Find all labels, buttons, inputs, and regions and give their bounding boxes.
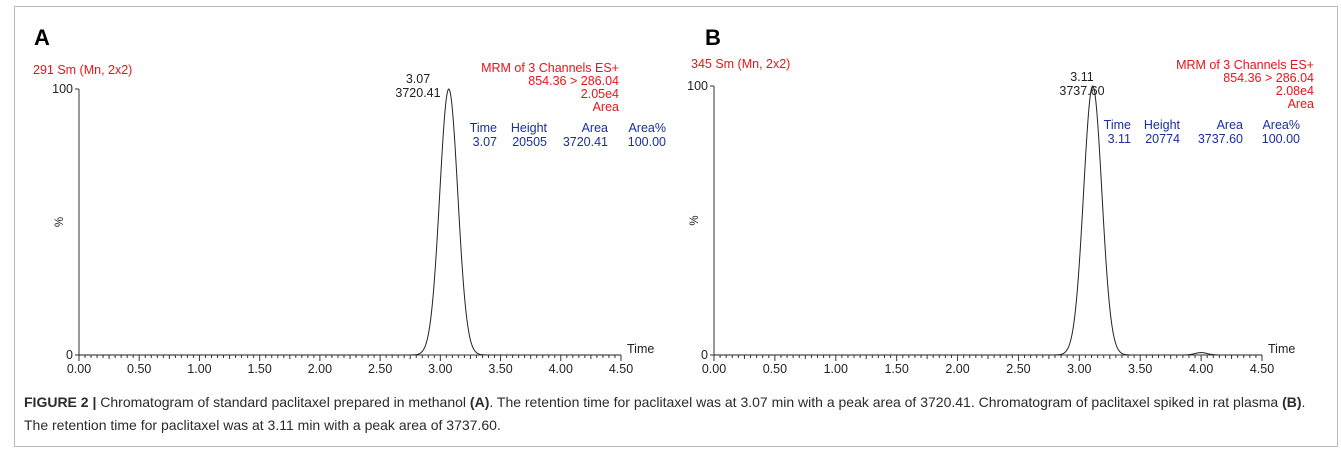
panel-b-peak-area-label: 3737.60 xyxy=(1059,84,1104,98)
panel-a-x-tick-label-9: 4.50 xyxy=(609,362,633,376)
panel-b-x-tick-label-6: 3.00 xyxy=(1067,362,1091,376)
panel-a-peak-area-label: 3720.41 xyxy=(395,86,440,100)
panel-a-x-tick-label-4: 2.00 xyxy=(308,362,332,376)
panel-a-y-tick-label-0: 0 xyxy=(66,348,73,362)
panel-b-table-cell-3: 100.00 xyxy=(1262,132,1300,146)
panel-a-x-tick-label-8: 4.00 xyxy=(549,362,573,376)
caption-ref-b: (B) xyxy=(1282,394,1302,410)
panel-a-table-header-0: Time xyxy=(470,121,497,135)
panel-b-table-header-2: Area xyxy=(1217,118,1243,132)
panel-b-table-cell-0: 3.11 xyxy=(1108,132,1131,146)
panel-a-header-right-1: 854.36 > 286.04 xyxy=(528,74,619,88)
panel-b-x-tick-label-0: 0.00 xyxy=(702,362,726,376)
caption-text-2: . The retention time for paclitaxel was … xyxy=(489,394,1283,410)
panel-b-x-tick-label-9: 4.50 xyxy=(1250,362,1274,376)
caption-text-3: . The retention time for paclitaxel was … xyxy=(24,394,1306,433)
panel-a-table-header-1: Height xyxy=(511,121,548,135)
panel-a-x-tick-label-0: 0.00 xyxy=(67,362,91,376)
panel-b-x-label: Time xyxy=(1268,342,1295,356)
panel-a-table-cell-2: 3720.41 xyxy=(563,135,608,149)
panel-b-x-tick-label-7: 3.50 xyxy=(1128,362,1152,376)
panel-a-letter: A xyxy=(34,25,50,50)
figure-caption: FIGURE 2 | Chromatogram of standard pacl… xyxy=(24,391,1324,437)
panel-b-trace xyxy=(714,85,1262,356)
panel-b-letter: B xyxy=(705,25,721,50)
panel-a-peak-rt-label: 3.07 xyxy=(406,72,430,86)
panel-b-x-tick-label-1: 0.50 xyxy=(763,362,787,376)
panel-a-table-cell-0: 3.07 xyxy=(473,135,497,149)
panel-a-table-header-2: Area xyxy=(582,121,608,135)
panel-a-y-label: % xyxy=(54,217,66,227)
panel-a-x-label: Time xyxy=(627,342,654,356)
panel-a-x-tick-label-2: 1.00 xyxy=(187,362,211,376)
caption-text-1: Chromatogram of standard paclitaxel prep… xyxy=(96,394,470,410)
panel-a-header-right-0: MRM of 3 Channels ES+ xyxy=(481,61,619,75)
panel-b-header-right-1: 854.36 > 286.04 xyxy=(1223,71,1314,85)
panel-a-x-tick-label-7: 3.50 xyxy=(488,362,512,376)
panel-b-header-right-2: 2.08e4 xyxy=(1276,84,1314,98)
panel-b-x-tick-label-3: 1.50 xyxy=(884,362,908,376)
panel-a-y-tick-label-100: 100 xyxy=(52,82,73,96)
panel-b-peak-rt-label: 3.11 xyxy=(1070,70,1093,84)
panel-b-x-tick-label-8: 4.00 xyxy=(1189,362,1213,376)
panel-a-table-cell-3: 100.00 xyxy=(628,135,666,149)
panel-b-header-right-3: Area xyxy=(1288,97,1314,111)
panel-a-x-tick-label-6: 3.00 xyxy=(428,362,452,376)
panel-b-table-cell-1: 20774 xyxy=(1145,132,1180,146)
panel-b-table-header-0: Time xyxy=(1104,118,1131,132)
panel-b-y-tick-label-100: 100 xyxy=(687,79,708,93)
caption-label: FIGURE 2 | xyxy=(24,394,97,410)
panel-a-table-cell-1: 20505 xyxy=(512,135,547,149)
panel-a-table-header-3: Area% xyxy=(628,121,666,135)
panel-a-x-tick-label-1: 0.50 xyxy=(127,362,151,376)
caption-ref-a: (A) xyxy=(469,394,490,410)
panel-b-x-tick-label-5: 2.50 xyxy=(1006,362,1030,376)
panel-b-table-cell-2: 3737.60 xyxy=(1198,132,1243,146)
panel-b-header-left: 345 Sm (Mn, 2x2) xyxy=(691,57,790,71)
panel-b-table-header-3: Area% xyxy=(1262,118,1300,132)
panel-b-header-right-0: MRM of 3 Channels ES+ xyxy=(1176,58,1314,72)
panel-b-x-tick-label-4: 2.00 xyxy=(945,362,969,376)
panel-a-x-tick-label-3: 1.50 xyxy=(247,362,271,376)
panel-a-header-right-3: Area xyxy=(593,100,619,114)
panel-a-header-left: 291 Sm (Mn, 2x2) xyxy=(33,63,132,77)
panel-b-y-tick-label-0: 0 xyxy=(701,348,708,362)
panel-b-y-label: % xyxy=(689,215,701,225)
panel-b-table-header-1: Height xyxy=(1144,118,1181,132)
panel-a-trace xyxy=(79,88,621,356)
figure-frame xyxy=(14,6,1338,447)
panel-a-x-tick-label-5: 2.50 xyxy=(368,362,392,376)
panel-a-header-right-2: 2.05e4 xyxy=(581,87,619,101)
panel-b-x-tick-label-2: 1.00 xyxy=(824,362,848,376)
